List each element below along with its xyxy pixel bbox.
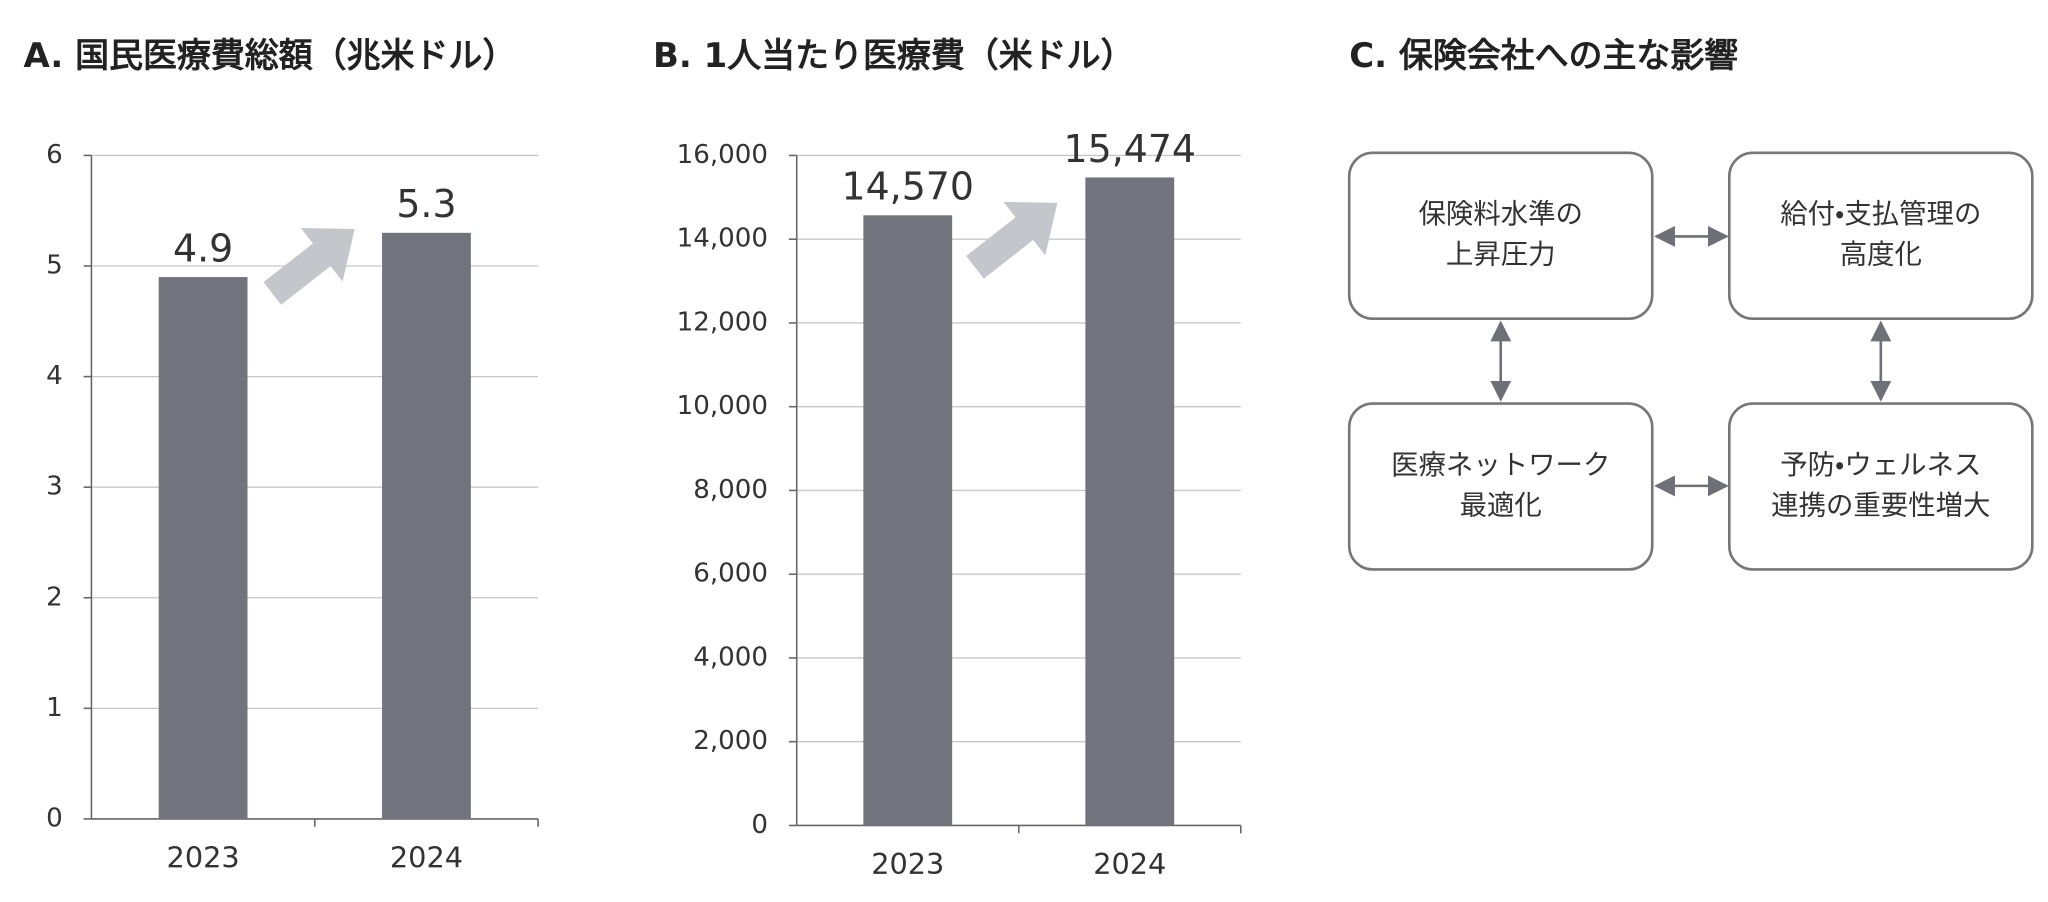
node-box [1347,402,1654,571]
trend-arrow [966,201,1058,279]
value-label: 15,474 [1064,127,1196,171]
y-tick-label: 4,000 [693,642,768,672]
bar [158,277,248,819]
node-label: 上昇圧力 [1446,239,1556,270]
node-label: 最適化 [1460,490,1542,521]
node-box [1727,402,2034,571]
node-label: 保険料水準の [1419,199,1583,230]
chart-title: A. 国民医療費総額（兆米ドル） [24,36,517,76]
bar [863,215,953,826]
chart: B. 1人当たり医療費（米ドル） 0 2,000 4,000 6,000 8,000 10,… [653,36,1242,881]
y-tick-label: 6,000 [693,559,768,589]
charts: A. 国民医療費総額（兆米ドル）01234564.920235.32024B. … [24,36,1242,881]
node-label: 高度化 [1840,239,1922,270]
y-tick-label: 6 [46,140,63,170]
chart-title: B. 1人当たり医療費（米ドル） [653,36,1134,76]
y-tick-label: 0 [751,810,768,840]
y-tick-label: 0 [46,803,63,833]
node-label: 医療ネットワーク [1391,450,1610,481]
node-label: 連携の重要性増大 [1771,490,1990,521]
y-tick-label: 2 [46,582,63,612]
value-label: 14,570 [842,165,974,209]
diagram-title: C. 保険会社への主な影響 [1349,36,1738,76]
x-tick-label: 2023 [871,847,944,881]
node-label: 予防・ウェルネス [1780,450,1981,481]
y-tick-label: 1 [46,693,63,723]
bar [1085,177,1175,826]
bar [382,232,471,819]
x-tick-label: 2023 [167,840,240,874]
value-label: 5.3 [396,182,456,226]
node-label: 給付・支払管理の [1780,199,1981,230]
y-tick-label: 12,000 [677,307,768,337]
node-box [1727,151,2034,320]
y-tick-label: 14,000 [677,224,768,254]
y-tick-label: 4 [46,361,63,391]
y-tick-label: 10,000 [677,391,768,421]
y-tick-label: 2,000 [693,726,768,756]
x-tick-label: 2024 [1093,847,1166,881]
y-tick-label: 8,000 [693,475,768,505]
y-tick-label: 3 [46,472,63,502]
node-box [1347,151,1654,320]
value-label: 4.9 [173,226,233,270]
trend-arrow [263,228,355,305]
x-tick-label: 2024 [390,840,463,874]
y-tick-label: 5 [46,251,63,281]
y-tick-label: 16,000 [677,140,768,170]
chart: A. 国民医療費総額（兆米ドル） 0 1 2 3 4 5 6 4.9 2023 5.3 2024 [24,36,539,874]
